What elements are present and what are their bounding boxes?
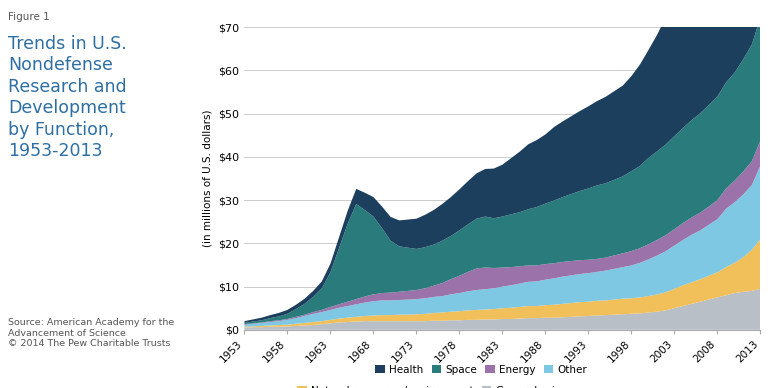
Legend: Natural resources/environment, General science: Natural resources/environment, General s… — [293, 382, 584, 388]
Legend: Health, Space, Energy, Other: Health, Space, Energy, Other — [371, 360, 591, 379]
Y-axis label: (in millions of U.S. dollars): (in millions of U.S. dollars) — [203, 110, 213, 247]
Text: Trends in U.S.
Nondefense
Research and
Development
by Function,
1953-2013: Trends in U.S. Nondefense Research and D… — [8, 35, 126, 160]
Text: Figure 1: Figure 1 — [8, 12, 50, 22]
Text: Source: American Academy for the
Advancement of Science
© 2014 The Pew Charitabl: Source: American Academy for the Advance… — [8, 318, 174, 348]
